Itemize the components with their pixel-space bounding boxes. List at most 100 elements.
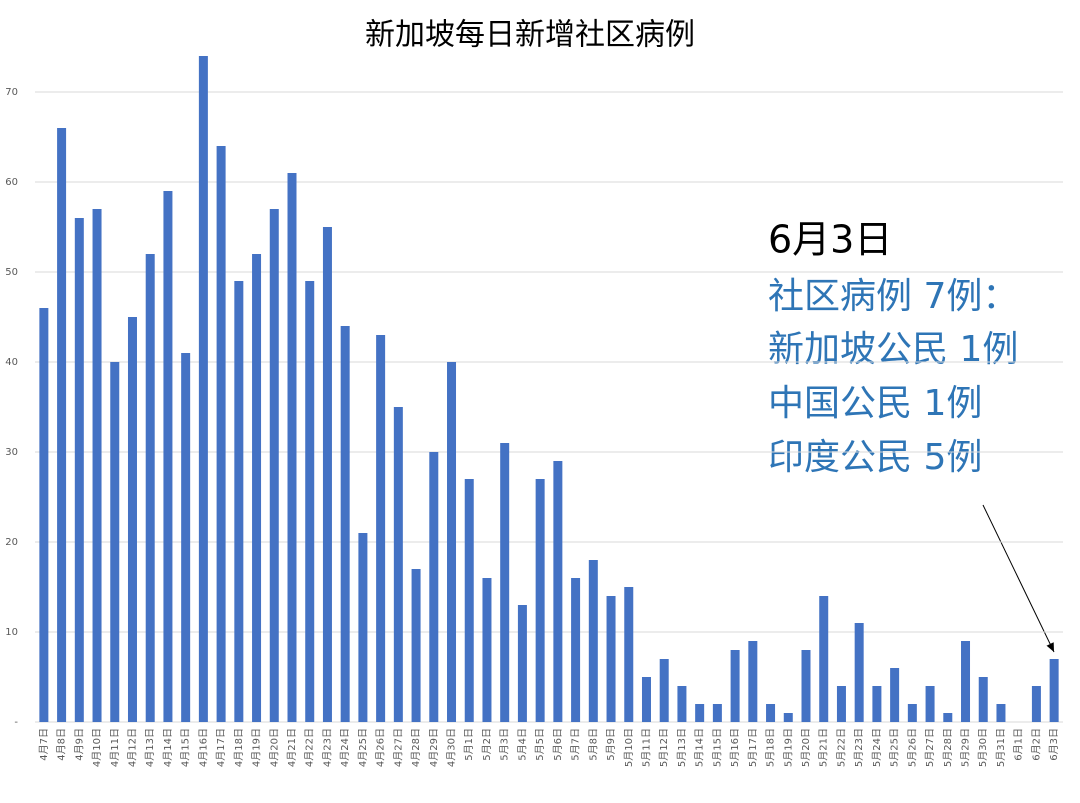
- x-tick-label: 5月9日: [605, 728, 617, 761]
- x-tick-label: 5月3日: [499, 728, 511, 761]
- x-tick-label: 4月30日: [446, 728, 458, 767]
- bar: [801, 650, 811, 722]
- bar: [181, 353, 191, 722]
- bar: [305, 281, 315, 722]
- x-tick-label: 4月13日: [144, 728, 156, 767]
- bar: [145, 254, 155, 722]
- y-tick-label: -: [14, 717, 18, 728]
- x-tick-label: 5月19日: [782, 728, 794, 767]
- bar: [836, 686, 846, 722]
- bar: [890, 668, 900, 722]
- x-tick-label: 5月1日: [463, 728, 475, 761]
- x-tick-label: 5月6日: [552, 728, 564, 761]
- bar: [92, 209, 102, 722]
- x-tick-label: 5月15日: [711, 728, 723, 767]
- bar: [517, 605, 527, 722]
- chart-title: 新加坡每日新增社区病例: [365, 18, 695, 53]
- bar: [907, 704, 917, 722]
- bar: [535, 479, 545, 722]
- x-tick-label: 4月15日: [180, 728, 192, 767]
- x-tick-label: 4月21日: [286, 728, 298, 767]
- bar: [783, 713, 793, 722]
- x-tick-label: 4月27日: [392, 728, 404, 767]
- x-tick-label: 4月25日: [357, 728, 369, 767]
- x-tick-label: 5月16日: [729, 728, 741, 767]
- x-tick-label: 4月18日: [233, 728, 245, 767]
- x-tick-label: 5月21日: [818, 728, 830, 767]
- bar: [925, 686, 935, 722]
- bar: [766, 704, 776, 722]
- bar: [376, 335, 386, 722]
- x-tick-label: 5月28日: [942, 728, 954, 767]
- x-tick-label: 4月29日: [428, 728, 440, 767]
- x-tick-label: 5月8日: [587, 728, 599, 761]
- annotation-arrow: [982, 504, 1055, 653]
- bar: [571, 578, 581, 722]
- bar: [322, 227, 332, 722]
- x-tick-label: 4月24日: [339, 728, 351, 767]
- bar: [447, 362, 457, 722]
- bar: [606, 596, 616, 722]
- y-tick-label: 60: [5, 177, 18, 188]
- annotation: 6月3日: [768, 218, 892, 262]
- bar: [943, 713, 953, 722]
- y-tick-label: 40: [5, 357, 18, 368]
- bar: [1049, 659, 1059, 722]
- x-tick-label: 4月20日: [268, 728, 280, 767]
- bar: [429, 452, 439, 722]
- bar: [163, 191, 173, 722]
- x-tick-label: 4月10日: [91, 728, 103, 767]
- x-tick-label: 5月23日: [853, 728, 865, 767]
- bar: [553, 461, 563, 722]
- bar: [269, 209, 279, 722]
- bar: [588, 560, 598, 722]
- bar: [411, 569, 421, 722]
- x-tick-label: 5月17日: [747, 728, 759, 767]
- bar: [340, 326, 350, 722]
- bar: [252, 254, 262, 722]
- annotation: 中国公民 1例: [768, 383, 982, 424]
- y-tick-label: 30: [5, 447, 18, 458]
- x-tick-label: 5月29日: [960, 728, 972, 767]
- bar: [234, 281, 244, 722]
- bar: [730, 650, 740, 722]
- x-tick-label: 4月11日: [109, 728, 121, 767]
- x-tick-label: 4月16日: [197, 728, 209, 767]
- x-tick-label: 4月8日: [56, 728, 68, 761]
- annotation: 印度公民 5例: [768, 437, 982, 478]
- bar: [393, 407, 403, 722]
- bar: [677, 686, 687, 722]
- bar: [624, 587, 634, 722]
- x-tick-label: 5月20日: [800, 728, 812, 767]
- x-tick-label: 5月26日: [906, 728, 918, 767]
- y-tick-label: 70: [5, 87, 18, 98]
- bar: [872, 686, 882, 722]
- y-tick-label: 10: [5, 627, 18, 638]
- x-tick-label: 4月9日: [73, 728, 85, 761]
- bar: [695, 704, 705, 722]
- x-tick-label: 6月3日: [1048, 728, 1060, 761]
- x-tick-label: 4月23日: [321, 728, 333, 767]
- bar: [854, 623, 864, 722]
- bar: [198, 56, 208, 722]
- bar: [500, 443, 510, 722]
- x-tick-label: 5月27日: [924, 728, 936, 767]
- x-tick-label: 5月31日: [995, 728, 1007, 767]
- x-tick-label: 5月10日: [623, 728, 635, 767]
- annotation: 社区病例 7例：: [768, 276, 1018, 317]
- x-tick-label: 4月28日: [410, 728, 422, 767]
- bar: [482, 578, 492, 722]
- x-tick-label: 4月19日: [251, 728, 263, 767]
- bar: [287, 173, 297, 722]
- x-tick-label: 5月18日: [765, 728, 777, 767]
- y-tick-label: 20: [5, 537, 18, 548]
- bar: [216, 146, 226, 722]
- bar: [819, 596, 829, 722]
- x-tick-label: 6月2日: [1030, 728, 1042, 761]
- x-tick-label: 5月2日: [481, 728, 493, 761]
- bar: [57, 128, 67, 722]
- x-tick-label: 4月17日: [215, 728, 227, 767]
- x-tick-label: 4月14日: [162, 728, 174, 767]
- x-tick-label: 4月7日: [38, 728, 50, 761]
